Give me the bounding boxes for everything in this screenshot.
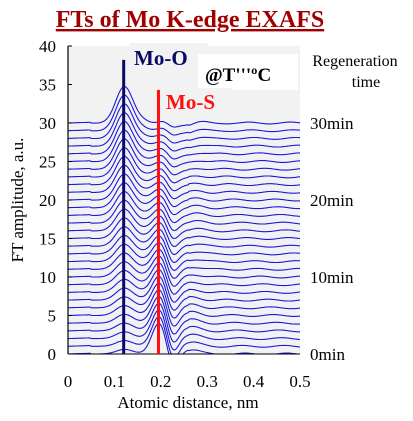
spectrum-curve (68, 242, 301, 271)
x-tick-label: 0.1 (104, 372, 125, 391)
spectrum-curve (68, 191, 300, 224)
spectrum-curve (68, 120, 300, 160)
spectrum-curve (68, 164, 301, 200)
spectrum-curve (68, 199, 301, 232)
mo-o-label-bg (130, 43, 208, 73)
spectra-curves (68, 85, 301, 355)
regeneration-time-label: 20min (310, 191, 354, 210)
x-tick-labels: 0 0.1 0.2 0.3 0.4 0.5 (64, 372, 311, 391)
chart-title: FTs of Mo K-edge EXAFS (56, 7, 324, 33)
regeneration-time-label: 30min (310, 114, 354, 133)
spectrum-curve (68, 302, 300, 343)
regeneration-time-labels: 30min 20min 10min 0min (310, 114, 354, 364)
spectrum-curve (68, 208, 301, 240)
mo-s-label: Mo-S (166, 90, 215, 114)
y-tick-label: 40 (39, 37, 56, 56)
spectrum-curve (68, 248, 300, 279)
spectrum-curve (68, 226, 301, 255)
x-tick-label: 0.3 (197, 372, 218, 391)
regeneration-time-label: 10min (310, 268, 354, 287)
y-tick-label: 5 (48, 307, 57, 326)
temperature-annotation-bg (198, 54, 298, 90)
spectrum-curve (68, 129, 301, 168)
spectrum-curve (68, 269, 301, 303)
spectrum-curve (68, 173, 300, 208)
y-axis-label: FT amplitude, a.u. (8, 138, 27, 263)
regeneration-time-label: 0min (310, 345, 345, 364)
y-tick-label: 30 (39, 114, 56, 133)
y-tick-label: 25 (39, 153, 56, 172)
x-tick-label: 0.4 (243, 372, 265, 391)
y-tick-label: 10 (39, 268, 56, 287)
mo-s-label-bg (162, 88, 232, 116)
temperature-annotation: @T'''ºC (205, 65, 271, 86)
mo-o-label: Mo-O (134, 46, 188, 70)
spectrum-curve (68, 316, 301, 355)
regeneration-label-line1: Regeneration (312, 53, 397, 70)
reference-lines (122, 59, 160, 354)
spectrum-curve (68, 155, 301, 192)
spectrum-curve (68, 217, 301, 247)
spectrum-curve (68, 275, 301, 311)
spectrum-curve (68, 147, 301, 184)
spectrum-curve (68, 295, 301, 335)
y-tick-label: 15 (39, 230, 56, 249)
spectrum-curve (68, 94, 301, 136)
spectrum-curve (68, 289, 301, 327)
x-tick-label: 0 (64, 372, 73, 391)
spectrum-curve (68, 234, 301, 263)
spectrum-curve (68, 262, 301, 295)
spectrum-curve (68, 85, 301, 128)
y-tick-label: 20 (39, 191, 56, 210)
x-axis-label: Atomic distance, nm (117, 393, 258, 412)
spectrum-curve (68, 103, 301, 144)
spectrum-curve (68, 282, 301, 319)
y-tick-labels: 0 5 10 15 20 25 30 35 40 (39, 37, 72, 364)
spectrum-curve (68, 112, 300, 152)
y-tick-label: 0 (48, 345, 57, 364)
spectrum-curve (68, 309, 301, 351)
spectrum-curve (68, 255, 301, 287)
spectrum-curve (68, 182, 300, 216)
x-tick-label: 0.5 (289, 372, 310, 391)
x-tick-label: 0.2 (150, 372, 171, 391)
spectrum-curve (68, 138, 301, 176)
y-tick-label: 35 (39, 76, 56, 95)
regeneration-label-line2: time (352, 74, 380, 91)
